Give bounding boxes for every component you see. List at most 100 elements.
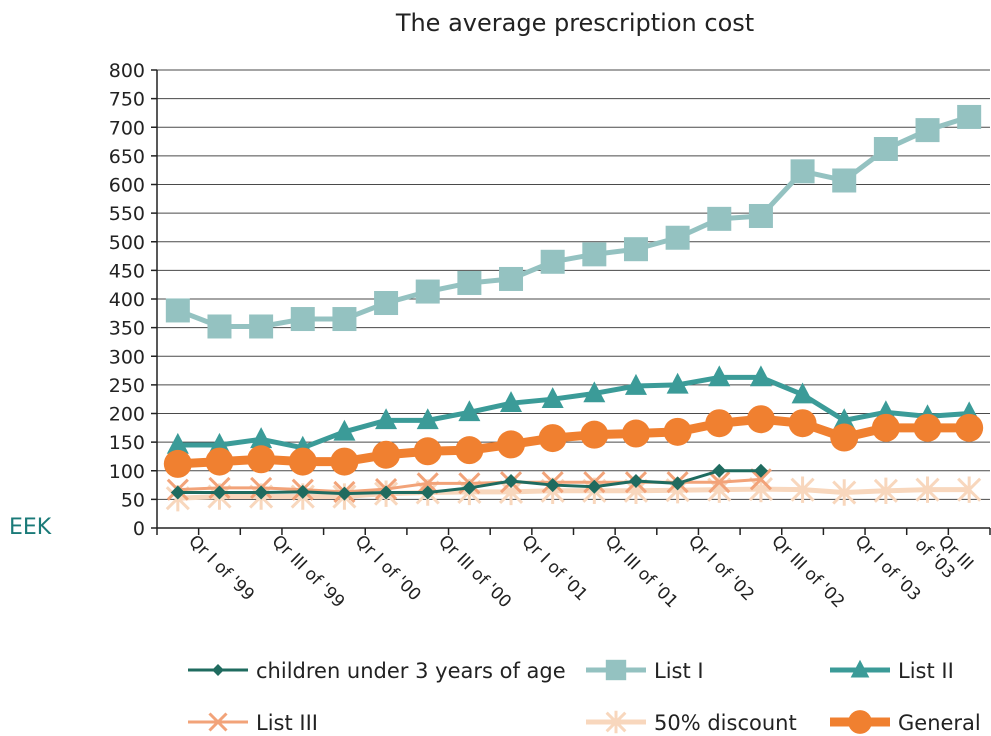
y-tick-label: 100	[109, 461, 145, 483]
series-list-ii-point	[333, 419, 356, 441]
series-list-i-point	[249, 314, 274, 339]
series-general-point	[288, 447, 317, 476]
y-tick-label: 150	[109, 432, 145, 454]
legend-list-iii: List III	[188, 711, 318, 735]
series-list-i-point	[665, 225, 690, 250]
y-tick-label: 350	[109, 318, 145, 340]
series-50-discount-point	[873, 477, 898, 504]
series-general-point	[163, 449, 192, 478]
series-children-under-3-years-of-age-point	[212, 485, 227, 500]
series-list-i	[165, 104, 982, 339]
series-children-under-3-years-of-age-point	[628, 474, 643, 489]
series-list-ii-point	[666, 372, 689, 394]
gridlines	[151, 69, 990, 529]
legend-label: 50% discount	[654, 711, 797, 735]
series-general-point	[372, 440, 401, 469]
series-children-under-3-years-of-age-point	[545, 478, 560, 493]
series-general-point	[705, 409, 734, 438]
legend-children-under-3-years-of-age: children under 3 years of age	[188, 659, 566, 683]
series-list-i-point	[374, 291, 399, 316]
legend-label: List I	[654, 659, 704, 683]
x-tick-label-line: Qr I of '02	[684, 531, 758, 605]
series-list-i-line	[176, 114, 970, 329]
chart-title: The average prescription cost	[395, 9, 754, 37]
series-general-point	[580, 420, 609, 449]
legend-swatch-point	[848, 710, 872, 734]
series-list-ii-point	[250, 427, 273, 449]
legend-50-discount: 50% discount	[586, 710, 797, 735]
series-list-ii-point	[458, 400, 481, 422]
series-general-point	[788, 409, 817, 438]
series-list-ii-point	[708, 365, 731, 387]
series-list-i-point	[623, 237, 648, 262]
series-general-point	[538, 424, 567, 453]
legend: children under 3 years of age List I List …	[188, 659, 981, 735]
series-list-ii-point	[416, 408, 439, 430]
x-tick-label: Qr I of '02	[684, 531, 758, 605]
series-children-under-3-years-of-age-point	[504, 474, 519, 489]
y-tick-label: 750	[109, 89, 145, 111]
x-tick-label-line: Qr III of '02	[767, 531, 848, 612]
series-50-discount-point	[915, 476, 940, 503]
series-children-under-3-years-of-age-point	[170, 485, 185, 500]
y-tick-label: 700	[109, 117, 145, 139]
y-tick-label: 300	[109, 346, 145, 368]
x-tick-label-line: Qr I of '03	[851, 531, 925, 605]
series-general-point	[247, 445, 276, 474]
series-list-ii-point	[541, 387, 564, 408]
series-list-iii-point	[749, 468, 772, 491]
series-list-i-point	[332, 307, 357, 332]
y-tick-label: 550	[109, 203, 145, 225]
x-tick-labels: Qr I of '99 Qr III of '99 Qr I of '00 Qr II…	[184, 521, 977, 612]
x-tick-label: Qr IIIof '03	[911, 521, 977, 587]
legend-general: General	[830, 710, 981, 735]
series-50-discount-point	[832, 479, 857, 506]
legend-swatch-point	[208, 712, 228, 732]
series-children-under-3-years-of-age-point	[379, 485, 394, 500]
series-general	[163, 405, 984, 478]
series-list-ii-point	[500, 391, 523, 412]
series-list-ii	[166, 365, 981, 457]
series-children-under-3-years-of-age-point	[462, 480, 477, 495]
y-tick-label: 250	[109, 375, 145, 397]
x-tick-label-line: Qr I of '00	[351, 531, 425, 605]
legend-label: children under 3 years of age	[256, 659, 566, 683]
axes	[156, 70, 991, 535]
series-children-under-3-years-of-age-point	[295, 484, 310, 499]
series-general-point	[330, 447, 359, 476]
series-general-point	[746, 405, 775, 434]
series-list-i-point	[290, 307, 315, 332]
series	[163, 104, 984, 512]
y-tick-label: 600	[109, 175, 145, 197]
legend-swatch-point	[605, 659, 627, 681]
series-list-ii-line	[177, 374, 970, 451]
series-list-ii-point	[583, 381, 606, 403]
series-list-ii-point	[749, 365, 772, 387]
series-50-discount-point	[957, 476, 982, 503]
series-list-i-point	[207, 314, 232, 339]
series-general-point	[663, 417, 692, 446]
x-tick-label-line: Qr I of '01	[517, 531, 591, 605]
x-tick-label: Qr I of '99	[184, 531, 258, 605]
x-tick-label: Qr III of '99	[268, 531, 349, 612]
series-children-under-3-years-of-age	[170, 463, 768, 501]
series-general-point	[913, 413, 942, 442]
series-list-ii-point	[375, 408, 398, 430]
y-tick-label: 650	[109, 146, 145, 168]
y-tick-labels: 0 50 100 150 200 250 300 350 400 450 500 550 600 650 7…	[109, 60, 145, 540]
series-children-under-3-years-of-age-point	[670, 476, 685, 491]
x-tick-label: Qr I of '01	[517, 531, 591, 605]
series-50-discount-point	[790, 476, 815, 503]
series-list-i-point	[748, 203, 773, 228]
series-list-i-point	[707, 206, 732, 231]
legend-list-ii: List II	[830, 659, 954, 683]
y-axis-label: EEK	[9, 515, 52, 540]
series-general-point	[413, 437, 442, 466]
series-list-ii-point	[833, 408, 856, 430]
series-general-point	[497, 430, 526, 459]
series-list-i-point	[873, 137, 898, 162]
series-list-i-point	[540, 249, 565, 274]
series-general-point	[955, 413, 984, 442]
x-tick-label: Qr III of '02	[767, 531, 848, 612]
